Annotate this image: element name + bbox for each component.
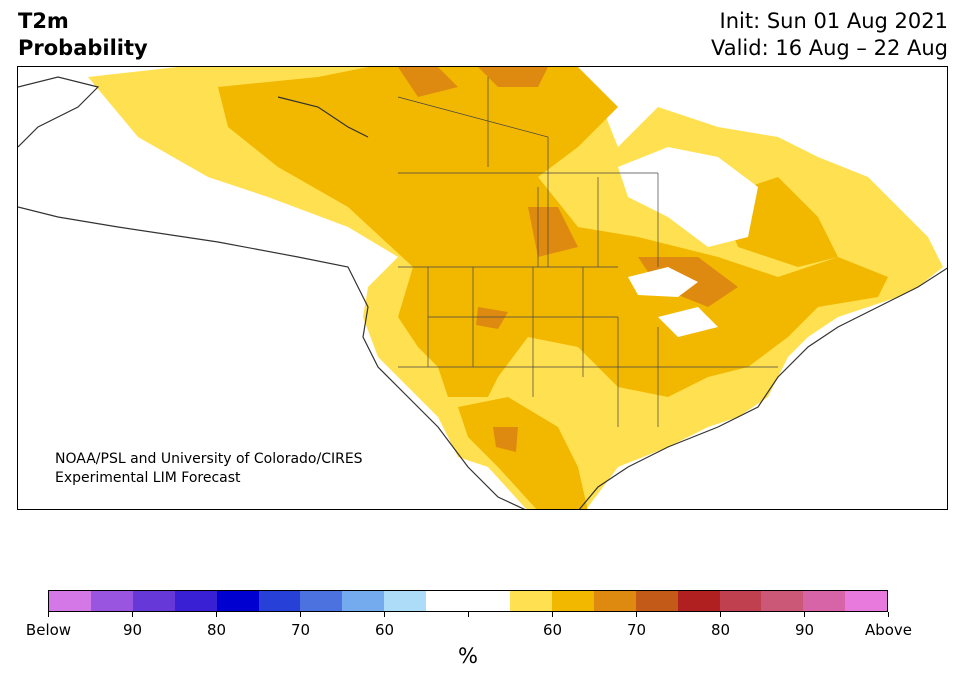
colorbar-tick bbox=[468, 612, 469, 617]
region-dark-1 bbox=[398, 67, 458, 97]
colorbar-tick bbox=[888, 612, 889, 617]
colorbar bbox=[48, 590, 888, 612]
state-borders bbox=[397, 77, 778, 427]
colorbar-segment bbox=[761, 591, 804, 611]
colorbar-tick-label: 60 bbox=[374, 621, 395, 639]
title-line-2: Probability bbox=[18, 36, 148, 60]
coastline bbox=[18, 76, 947, 509]
colorbar-segment bbox=[132, 591, 175, 611]
colorbar-tick bbox=[552, 612, 553, 617]
colorbar-tick-label: 60 bbox=[542, 621, 563, 639]
region-dark-5 bbox=[476, 307, 508, 329]
colorbar-segment bbox=[468, 591, 510, 611]
colorbar-segment bbox=[635, 591, 678, 611]
colorbar-segment bbox=[342, 591, 385, 611]
colorbar-segment bbox=[677, 591, 720, 611]
credit-line-1: NOAA/PSL and University of Colorado/CIRE… bbox=[55, 451, 363, 467]
colorbar-tick-label: Above bbox=[864, 621, 913, 639]
water-great-lakes bbox=[628, 267, 698, 297]
colorbar-tick bbox=[636, 612, 637, 617]
colorbar-tick-label: 80 bbox=[206, 621, 227, 639]
colorbar-tick bbox=[804, 612, 805, 617]
water-hudson-bay bbox=[618, 147, 758, 247]
colorbar-segment bbox=[426, 591, 469, 611]
colorbar-segment bbox=[49, 591, 91, 611]
colorbar-tick bbox=[300, 612, 301, 617]
colorbar-segment bbox=[593, 591, 636, 611]
valid-range: Valid: 16 Aug – 22 Aug bbox=[710, 36, 948, 60]
colorbar-segment bbox=[216, 591, 259, 611]
init-date: Init: Sun 01 Aug 2021 bbox=[719, 9, 948, 33]
region-dark-3 bbox=[528, 207, 578, 257]
colorbar-tick-label: Below bbox=[25, 621, 72, 639]
water-lake-2 bbox=[658, 307, 718, 337]
region-medium-mexico bbox=[458, 397, 588, 509]
colorbar-segment bbox=[803, 591, 846, 611]
colorbar-tick bbox=[384, 612, 385, 617]
title-line-1: T2m bbox=[18, 9, 69, 33]
colorbar-segment bbox=[90, 591, 133, 611]
colorbar-segment bbox=[845, 591, 888, 611]
colorbar-segment bbox=[174, 591, 217, 611]
credit-line-2: Experimental LIM Forecast bbox=[55, 470, 241, 486]
map-canvas bbox=[18, 67, 947, 509]
colorbar-tick bbox=[216, 612, 217, 617]
forecast-map bbox=[17, 66, 948, 510]
colorbar-tick bbox=[48, 612, 49, 617]
colorbar-segment bbox=[300, 591, 343, 611]
colorbar-unit: % bbox=[458, 644, 478, 668]
colorbar-tick-label: 90 bbox=[794, 621, 815, 639]
region-dark-6 bbox=[493, 427, 518, 452]
colorbar-segment bbox=[384, 591, 427, 611]
colorbar-tick-label: 90 bbox=[122, 621, 143, 639]
credit-text: NOAA/PSL and University of Colorado/CIRE… bbox=[55, 450, 363, 488]
colorbar-tick-label: 70 bbox=[290, 621, 311, 639]
water-arctic bbox=[638, 67, 947, 137]
colorbar-tick bbox=[132, 612, 133, 617]
forecast-dates: Init: Sun 01 Aug 2021 Valid: 16 Aug – 22… bbox=[711, 8, 948, 62]
map-title: T2m Probability bbox=[18, 8, 148, 62]
colorbar-segment bbox=[258, 591, 301, 611]
region-dark-2 bbox=[478, 67, 548, 87]
colorbar-tick-label: 80 bbox=[710, 621, 731, 639]
colorbar-tick-label: 70 bbox=[626, 621, 647, 639]
colorbar-segment bbox=[719, 591, 762, 611]
colorbar-tick bbox=[720, 612, 721, 617]
colorbar-segment bbox=[509, 591, 552, 611]
colorbar-segment bbox=[551, 591, 594, 611]
